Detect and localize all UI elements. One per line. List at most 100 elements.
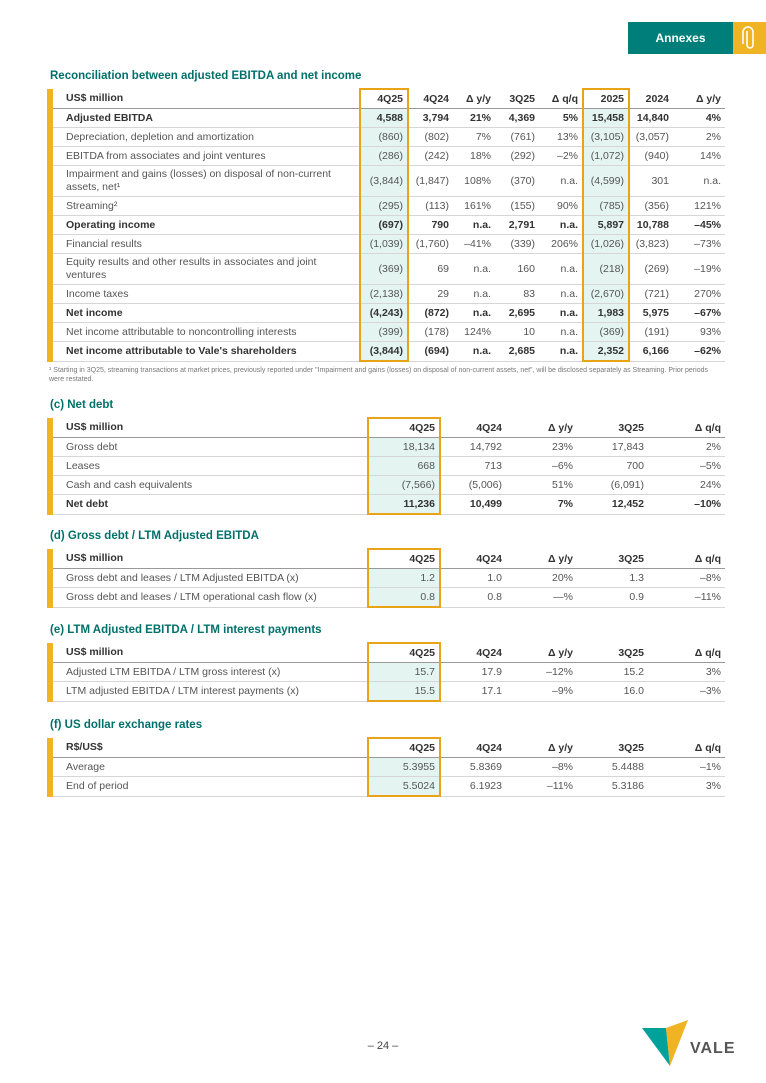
cell: 24% <box>648 475 725 495</box>
row-label: Net income <box>47 303 360 323</box>
cell: 14,792 <box>440 437 506 457</box>
column-header: US$ million <box>47 89 360 109</box>
column-header: 3Q25 <box>577 643 648 663</box>
cell: 10 <box>495 322 539 342</box>
table-row: Adjusted EBITDA 4,588 3,794 21% 4,369 5% 15,45… <box>47 108 725 128</box>
cell: n.a. <box>539 215 583 235</box>
cell: 270% <box>673 284 725 304</box>
cell: 7% <box>453 127 495 147</box>
row-label: End of period <box>47 776 368 797</box>
cell: 90% <box>539 196 583 216</box>
cell: (860) <box>359 127 409 147</box>
table-row: Net income attributable to noncontrollin… <box>47 322 725 342</box>
cell: n.a. <box>453 284 495 304</box>
cell: –8% <box>648 568 725 588</box>
cell: (802) <box>408 127 453 147</box>
cell: (1,039) <box>359 234 409 254</box>
column-header: 4Q25 <box>367 417 441 438</box>
cell: n.a. <box>539 284 583 304</box>
cell: 700 <box>577 456 648 476</box>
column-header: 3Q25 <box>577 738 648 758</box>
column-header: 3Q25 <box>577 418 648 438</box>
cell: (356) <box>629 196 673 216</box>
logo-shape <box>666 1020 688 1066</box>
cell: 11,236 <box>367 494 441 515</box>
cell: (370) <box>495 165 539 197</box>
cell: n.a. <box>453 215 495 235</box>
column-header: Δ y/y <box>506 418 577 438</box>
cell: 4% <box>673 108 725 128</box>
cell: (286) <box>359 146 409 166</box>
table-row: Adjusted LTM EBITDA / LTM gross interest… <box>47 662 725 682</box>
cell: 1.2 <box>367 568 441 588</box>
table-section: Reconciliation between adjusted EBITDA a… <box>47 70 725 384</box>
cell: –67% <box>673 303 725 323</box>
cell: 0.8 <box>440 587 506 608</box>
cell: 2% <box>673 127 725 147</box>
cell: n.a. <box>453 341 495 362</box>
cell: (3,105) <box>582 127 630 147</box>
cell: 10,788 <box>629 215 673 235</box>
cell: 5% <box>539 108 583 128</box>
cell: 5.3186 <box>577 776 648 797</box>
row-label: Adjusted LTM EBITDA / LTM gross interest… <box>47 662 368 682</box>
cell: (872) <box>408 303 453 323</box>
table-row: Average 5.3955 5.8369 –8% 5.4488 –1% <box>47 757 725 777</box>
table-row: Income taxes (2,138) 29 n.a. 83 n.a. (2,670) (7… <box>47 284 725 304</box>
cell: –11% <box>648 587 725 608</box>
cell: 3% <box>648 776 725 797</box>
cell: 5.4488 <box>577 757 648 777</box>
cell: (6,091) <box>577 475 648 495</box>
header-row: US$ million 4Q25 4Q24 Δ y/y 3Q25 Δ q/q <box>47 642 725 663</box>
cell: n.a. <box>539 341 583 362</box>
row-label: Net debt <box>47 494 368 515</box>
column-header: US$ million <box>47 643 368 663</box>
cell: 18% <box>453 146 495 166</box>
row-label: Leases <box>47 456 368 476</box>
cell: 23% <box>506 437 577 457</box>
row-label: Net income attributable to Vale's shareh… <box>47 341 360 362</box>
cell: 93% <box>673 322 725 342</box>
row-label: EBITDA from associates and joint venture… <box>47 146 360 166</box>
cell: –11% <box>506 776 577 797</box>
cell: (369) <box>582 322 630 342</box>
row-label: Equity results and other results in asso… <box>47 253 360 285</box>
column-header: 4Q24 <box>440 549 506 569</box>
cell: –8% <box>506 757 577 777</box>
cell: 51% <box>506 475 577 495</box>
cell: 17.1 <box>440 681 506 702</box>
table-section: (d) Gross debt / LTM Adjusted EBITDA US$ … <box>47 530 725 608</box>
cell: (218) <box>582 253 630 285</box>
cell: 20% <box>506 568 577 588</box>
table-row: Gross debt and leases / LTM Adjusted EBI… <box>47 568 725 588</box>
cell: 160 <box>495 253 539 285</box>
cell: 1.0 <box>440 568 506 588</box>
cell: (178) <box>408 322 453 342</box>
table-row: End of period 5.5024 6.1923 –11% 5.3186 3% <box>47 776 725 797</box>
column-header: Δ q/q <box>648 418 725 438</box>
cell: (1,760) <box>408 234 453 254</box>
table-section: (e) LTM Adjusted EBITDA / LTM interest p… <box>47 624 725 702</box>
column-header: 3Q25 <box>495 89 539 109</box>
cell: –1% <box>648 757 725 777</box>
header-row: US$ million 4Q25 4Q24 Δ y/y 3Q25 Δ q/q <box>47 417 725 438</box>
cell: 10,499 <box>440 494 506 515</box>
cell: 2,352 <box>582 341 630 362</box>
column-header: 4Q24 <box>440 643 506 663</box>
column-header: US$ million <box>47 549 368 569</box>
cell: –19% <box>673 253 725 285</box>
footnote: ¹ Starting in 3Q25, streaming transactio… <box>49 367 709 383</box>
column-header: 4Q24 <box>440 418 506 438</box>
cell: 5.8369 <box>440 757 506 777</box>
column-header: 4Q25 <box>359 88 409 109</box>
cell: n.a. <box>673 165 725 197</box>
cell: 0.9 <box>577 587 648 608</box>
cell: (2,670) <box>582 284 630 304</box>
page-number: – 24 – <box>367 1040 399 1052</box>
table-section: (c) Net debt US$ million 4Q25 4Q24 Δ y/y 3Q25… <box>47 399 725 515</box>
cell: 301 <box>629 165 673 197</box>
cell: –9% <box>506 681 577 702</box>
cell: (5,006) <box>440 475 506 495</box>
cell: 2,695 <box>495 303 539 323</box>
column-header: Δ y/y <box>506 549 577 569</box>
